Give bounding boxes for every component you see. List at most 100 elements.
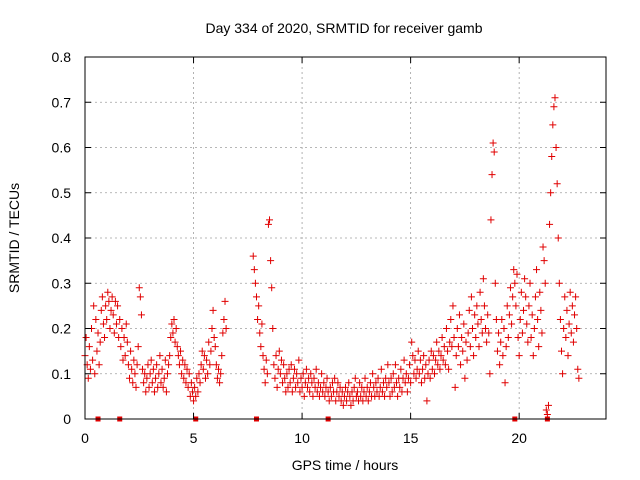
data-point — [450, 334, 458, 342]
data-point — [212, 361, 220, 369]
data-point — [445, 365, 453, 373]
data-point — [169, 329, 177, 337]
data-point — [372, 379, 380, 387]
data-point — [490, 148, 498, 156]
y-tick-label: 0.1 — [52, 366, 72, 382]
data-point — [389, 370, 397, 378]
data-point — [508, 320, 516, 328]
x-axis-label: GPS time / hours — [292, 457, 399, 473]
data-point — [484, 311, 492, 319]
data-point — [170, 315, 178, 323]
data-point — [323, 374, 331, 382]
data-point — [105, 297, 113, 305]
x-tick-label: 10 — [294, 430, 310, 446]
data-point — [301, 379, 309, 387]
data-point — [513, 270, 521, 278]
data-point — [496, 361, 504, 369]
data-point — [339, 401, 347, 409]
data-point — [180, 374, 188, 382]
data-point — [117, 343, 125, 351]
data-point — [471, 311, 479, 319]
data-point — [383, 383, 391, 391]
data-point — [566, 288, 574, 296]
data-point — [153, 361, 161, 369]
data-point — [191, 383, 199, 391]
data-point — [145, 383, 153, 391]
data-point — [201, 374, 209, 382]
data-point — [557, 347, 565, 355]
data-point — [504, 334, 512, 342]
data-point — [527, 334, 535, 342]
data-point — [480, 302, 488, 310]
data-point — [441, 361, 449, 369]
data-point — [560, 325, 568, 332]
data-point — [149, 365, 157, 373]
data-point — [546, 220, 554, 228]
data-point — [185, 370, 193, 378]
data-point — [220, 315, 228, 323]
data-point — [520, 306, 528, 314]
data-point — [554, 234, 562, 242]
data-point — [473, 302, 481, 310]
data-point — [511, 279, 519, 287]
data-point — [378, 388, 386, 396]
data-point — [283, 370, 291, 378]
data-point — [166, 352, 174, 360]
data-point — [523, 320, 531, 328]
data-point — [273, 383, 281, 391]
data-point — [495, 329, 503, 337]
data-point — [565, 320, 573, 328]
data-point — [385, 379, 393, 387]
data-point — [567, 329, 575, 337]
data-point — [457, 361, 465, 369]
data-point — [512, 302, 520, 310]
data-point — [563, 306, 571, 314]
data-point — [275, 347, 283, 355]
data-point — [387, 374, 395, 382]
data-point — [406, 361, 414, 369]
data-point — [486, 370, 494, 378]
data-point — [530, 325, 538, 332]
data-point — [320, 379, 328, 387]
data-point — [255, 302, 263, 310]
data-point — [502, 343, 510, 351]
data-point — [181, 361, 189, 369]
data-point — [343, 397, 351, 405]
data-point — [209, 306, 217, 314]
data-point — [555, 279, 563, 287]
data-point — [177, 347, 185, 355]
data-point — [433, 338, 441, 346]
data-point — [296, 388, 304, 396]
data-point — [541, 279, 549, 287]
data-point — [267, 257, 275, 265]
x-tick-label: 5 — [190, 430, 198, 446]
data-point — [531, 293, 539, 301]
data-point — [207, 347, 215, 355]
data-point — [286, 379, 294, 387]
data-point — [118, 325, 126, 332]
data-point — [222, 325, 230, 332]
data-point — [416, 356, 424, 364]
data-point — [142, 388, 150, 396]
data-point — [458, 334, 466, 342]
data-point — [129, 379, 137, 387]
data-point — [447, 315, 455, 323]
data-point — [429, 352, 437, 360]
data-point — [485, 329, 493, 337]
data-point — [533, 266, 541, 274]
data-point — [156, 352, 164, 360]
data-point — [475, 343, 483, 351]
data-point — [144, 361, 152, 369]
data-point — [122, 320, 130, 328]
data-point — [130, 356, 138, 364]
data-point — [438, 334, 446, 342]
data-point — [391, 361, 399, 369]
data-point — [98, 293, 106, 301]
data-point — [194, 388, 202, 396]
data-point — [251, 279, 259, 287]
data-point — [526, 279, 534, 287]
data-point — [417, 379, 425, 387]
data-point — [572, 293, 580, 301]
data-point — [426, 374, 434, 382]
x-tick-label: 20 — [511, 430, 527, 446]
